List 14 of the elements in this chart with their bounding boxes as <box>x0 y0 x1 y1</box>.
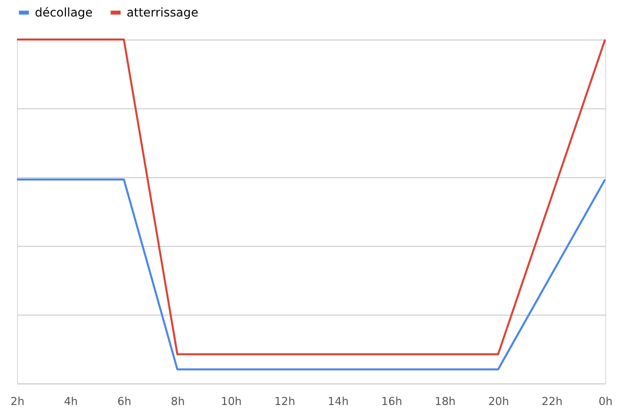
x-tick-label: 16h <box>381 394 402 408</box>
x-tick-label: 10h <box>220 394 242 408</box>
x-tick-label: 14h <box>328 394 349 408</box>
x-tick-label: 20h <box>488 394 510 408</box>
x-tick-label: 6h <box>117 394 132 408</box>
x-tick-label: 22h <box>542 394 563 408</box>
x-tick-label: 2h <box>10 394 24 408</box>
legend-label: atterrissage <box>126 6 198 20</box>
x-tick-label: 8h <box>170 394 185 408</box>
x-tick-label: 4h <box>64 394 78 408</box>
x-tick-label: 0h <box>598 394 613 408</box>
x-tick-label: 18h <box>434 394 456 408</box>
x-tick-label: 12h <box>274 394 296 408</box>
legend-label: décollage <box>34 6 93 20</box>
